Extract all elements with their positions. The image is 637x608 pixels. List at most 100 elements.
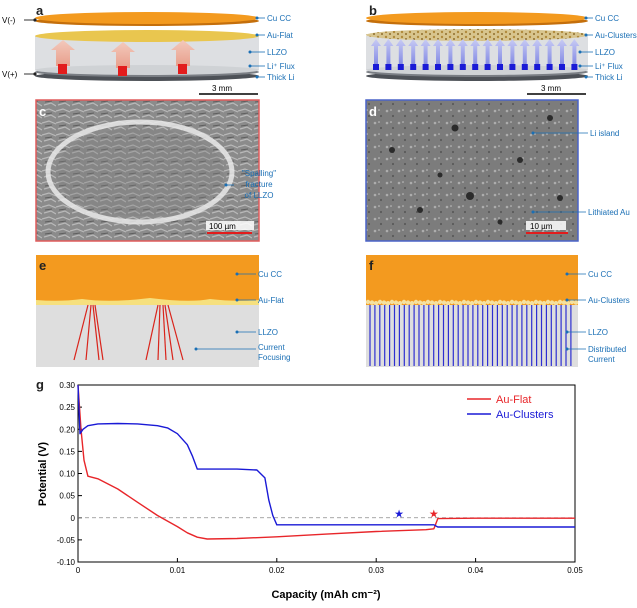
flux-marker (435, 64, 441, 70)
au-cluster (509, 299, 515, 305)
au-cluster (541, 301, 547, 306)
scale-b-label: 3 mm (541, 84, 561, 93)
flux-marker (459, 64, 466, 70)
au-cluster (417, 300, 423, 305)
au-cluster (385, 301, 391, 306)
au-cluster (429, 300, 435, 305)
panel-g-letter: g (36, 377, 44, 392)
flux-marker (509, 64, 516, 70)
f-label-cu-cc: Cu CC (588, 270, 612, 279)
au-cluster (573, 300, 579, 305)
au-cluster (545, 299, 551, 305)
au-cluster (421, 301, 427, 306)
au-cluster (465, 300, 471, 305)
panel-d-frame (365, 99, 579, 242)
flux-marker (497, 64, 503, 70)
label-thick-li: Thick Li (267, 73, 295, 82)
scale-d-label: 10 µm (530, 222, 553, 231)
au-cluster (501, 300, 507, 305)
sem-image-d (366, 100, 578, 241)
au-cluster (441, 300, 447, 305)
series-line-au-flat (77, 384, 575, 540)
x-tick-label: 0.03 (368, 566, 384, 575)
flux-marker (422, 64, 429, 70)
cu-cc-layer-b (366, 12, 588, 24)
flux-arrow (569, 39, 580, 66)
flux-marker (484, 64, 491, 70)
au-cluster (397, 301, 403, 306)
au-cluster (377, 299, 383, 305)
e-label-current-2: Focusing (258, 353, 290, 362)
y-tick-label: 0.30 (59, 381, 75, 390)
legend-label-au-clusters: Au-Clusters (496, 409, 554, 421)
spalling-line-3: of LLZO (245, 191, 274, 200)
label-b-llzo: LLZO (595, 48, 615, 57)
au-cluster (549, 300, 555, 305)
flux-arrow (532, 39, 543, 66)
flux-arrow (445, 39, 456, 66)
flux-arrow (557, 39, 567, 66)
spalling-line-2: fracture (245, 180, 273, 189)
panel-f: f Cu CC Au-Clusters LLZO Distributed Cur… (365, 255, 630, 367)
y-axis-label: Potential (V) (37, 442, 49, 507)
label-b-cu-cc: Cu CC (595, 14, 619, 23)
series-line-au-clusters (77, 384, 575, 528)
x-tick-label: 0.05 (567, 566, 583, 575)
v-neg-label: V(-) (2, 16, 16, 25)
label-llzo: LLZO (267, 48, 287, 57)
x-tick-label: 0.04 (468, 566, 484, 575)
panel-a: a V(-) V(+) (2, 3, 295, 95)
y-tick-label: 0.20 (59, 425, 75, 434)
flux-arrow (395, 39, 406, 66)
llzo-block-e (36, 305, 259, 367)
au-cluster-bumps (365, 299, 579, 306)
au-cluster (461, 299, 467, 305)
cu-cc-block-e (36, 255, 259, 305)
x-tick-label: 0.02 (269, 566, 285, 575)
flux-marker (521, 64, 528, 70)
au-cluster (425, 299, 431, 305)
au-cluster (493, 301, 499, 306)
y-tick-label: -0.05 (57, 536, 76, 545)
au-cluster (413, 299, 419, 305)
flux-marker (546, 64, 553, 70)
legend-label-au-flat: Au-Flat (496, 394, 531, 406)
label-cu-cc: Cu CC (267, 14, 291, 23)
panel-e: e Cu CC Au-Flat LLZO Current Focusing (36, 255, 290, 367)
flux-marker (373, 64, 379, 70)
e-label-llzo: LLZO (258, 328, 278, 337)
panel-f-letter: f (369, 258, 374, 273)
panel-e-letter: e (39, 258, 46, 273)
au-cluster (553, 301, 559, 306)
flux-arrow (457, 39, 468, 66)
au-cluster (561, 300, 567, 305)
au-cluster (409, 301, 415, 306)
label-b-li-flux: Li⁺ Flux (595, 62, 623, 71)
llzo-block-f (366, 305, 578, 367)
flux-arrow (420, 39, 431, 66)
panel-g: g 0 0.01 0.02 0.03 0.04 0.05 -0.10 -0.05 0 0.05 0.… (36, 377, 583, 601)
panel-c-frame (35, 99, 260, 242)
y-tick-label: 0 (71, 514, 76, 523)
au-cluster (373, 301, 379, 306)
label-b-au-clusters: Au-Clusters (595, 31, 637, 40)
y-tick-label: -0.10 (57, 558, 76, 567)
panel-c-letter: c (39, 104, 46, 119)
current-focusing-lines (73, 304, 184, 361)
au-cluster (473, 299, 479, 305)
star-marker: ★ (394, 508, 404, 520)
label-b-thick-li: Thick Li (595, 73, 623, 82)
y-tick-label: 0.10 (59, 470, 75, 479)
e-label-cu-cc: Cu CC (258, 270, 282, 279)
au-cluster (521, 299, 527, 305)
f-label-current-2: Current (588, 355, 615, 364)
au-cluster (537, 300, 543, 305)
flux-marker (571, 64, 578, 70)
au-flat-film (36, 298, 259, 305)
e-label-au-flat: Au-Flat (258, 296, 285, 305)
flux-arrow (433, 39, 443, 66)
chart-series (77, 384, 575, 540)
flux-marker (447, 64, 454, 70)
au-cluster (381, 300, 387, 305)
